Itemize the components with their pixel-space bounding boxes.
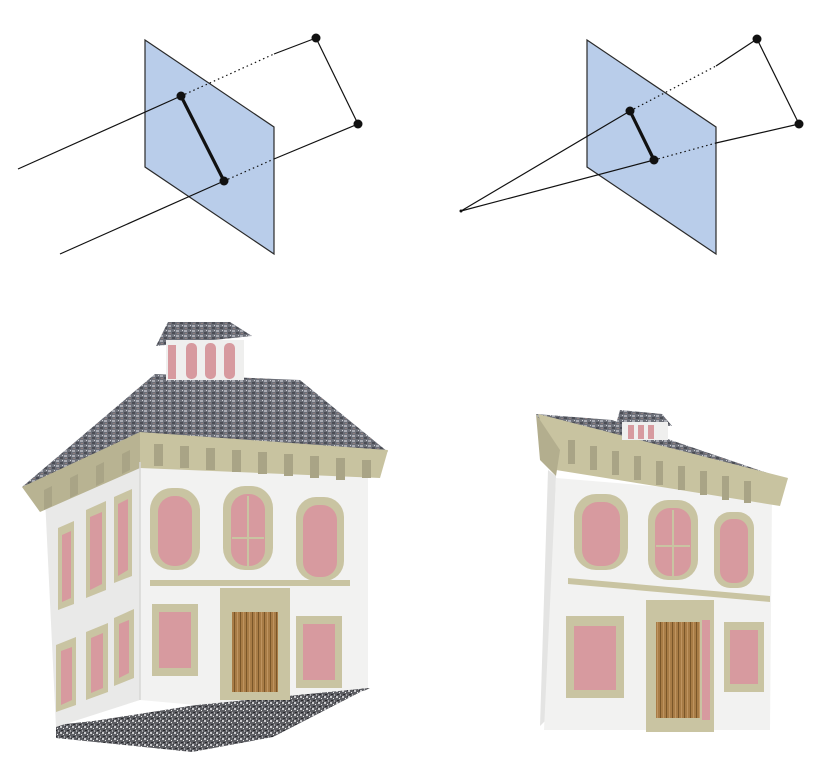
house-parallel-projection bbox=[22, 322, 388, 752]
projection-ray-upper bbox=[17, 95, 182, 170]
object-point-top bbox=[311, 33, 321, 43]
front-door bbox=[656, 622, 700, 718]
parallel-projection-diagram bbox=[17, 33, 363, 256]
projection-ray-upper bbox=[460, 110, 631, 212]
cupola bbox=[616, 410, 672, 440]
object-point-bottom bbox=[794, 119, 804, 129]
projection-ray-lower-outside bbox=[273, 123, 359, 160]
image-plane bbox=[586, 38, 717, 256]
upper-front-windows bbox=[568, 494, 770, 602]
projected-point-bottom bbox=[649, 155, 659, 165]
object-segment bbox=[315, 37, 359, 125]
projected-point-top bbox=[176, 91, 186, 101]
projection-ray-lower-hidden bbox=[223, 158, 275, 182]
projected-point-bottom bbox=[219, 176, 229, 186]
cornice-left bbox=[536, 414, 560, 476]
front-door bbox=[232, 612, 278, 692]
cupola bbox=[156, 322, 252, 380]
projection-ray-lower-hidden bbox=[653, 142, 717, 161]
lower-front-openings bbox=[152, 588, 342, 700]
perspective-projection-diagram bbox=[459, 34, 804, 256]
projection-ray-upper-outside bbox=[715, 38, 758, 67]
projection-ray-lower bbox=[59, 180, 225, 255]
ground-slab-top bbox=[56, 688, 368, 752]
object-segment bbox=[756, 38, 800, 125]
projection-ray-lower bbox=[460, 159, 655, 212]
center-of-projection bbox=[459, 209, 463, 213]
image-plane bbox=[144, 38, 275, 256]
left-wall bbox=[540, 470, 556, 726]
cornice-brackets bbox=[568, 440, 751, 503]
projection-ray-upper-outside bbox=[273, 37, 317, 55]
projected-point-top bbox=[625, 106, 635, 116]
projection-ray-lower-outside bbox=[715, 123, 800, 144]
object-point-bottom bbox=[353, 119, 363, 129]
upper-front-windows bbox=[150, 486, 350, 586]
house-perspective-projection bbox=[536, 410, 788, 732]
lower-front-openings bbox=[566, 600, 764, 732]
left-side-windows bbox=[56, 489, 134, 712]
cornice-brackets bbox=[44, 444, 371, 510]
projected-segment bbox=[179, 95, 226, 182]
projected-segment bbox=[628, 110, 656, 161]
object-point-top bbox=[752, 34, 762, 44]
